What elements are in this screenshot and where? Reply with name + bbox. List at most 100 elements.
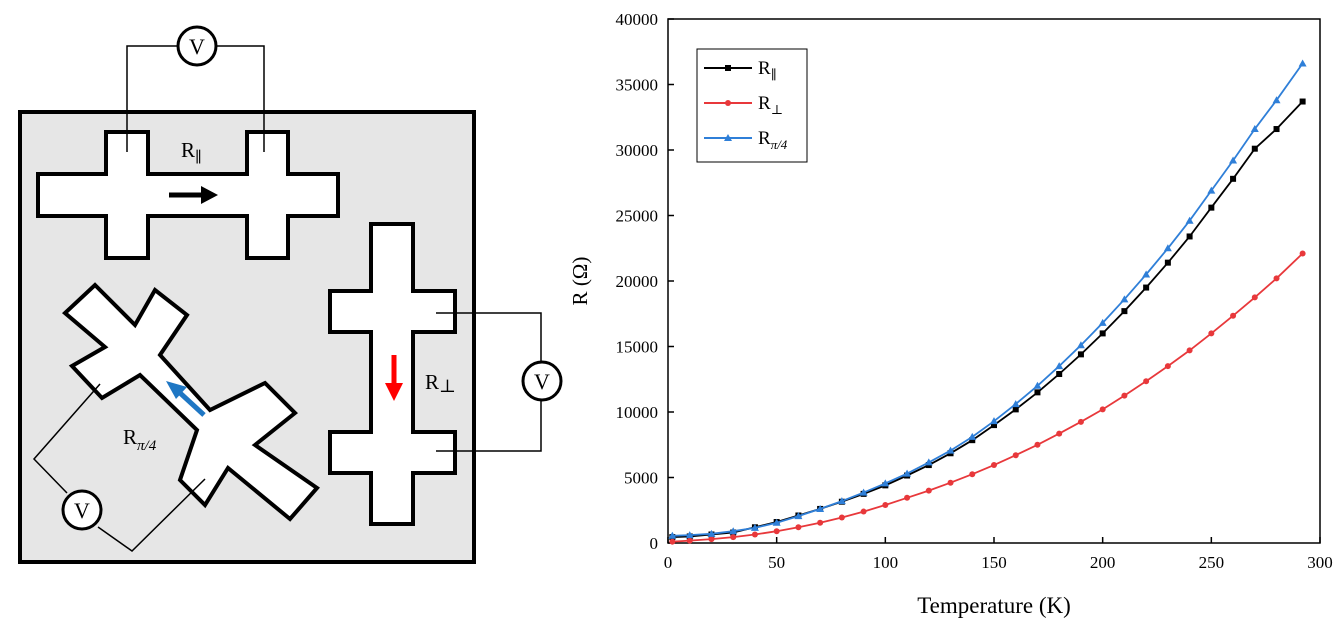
y-tick-label: 25000: [616, 207, 659, 226]
data-point: [816, 504, 825, 512]
label-r-diagonal: Rπ/4: [123, 425, 157, 454]
legend-label: Rπ/4: [758, 128, 788, 152]
series-triangle: [668, 59, 1307, 539]
x-tick-label: 200: [1090, 553, 1116, 572]
y-tick-label: 40000: [616, 10, 659, 29]
device-schematic: V V V R∥ R⊥ Rπ/4: [18, 25, 563, 564]
data-point: [1186, 233, 1193, 240]
voltmeter-diagonal: V: [61, 489, 103, 531]
data-point: [685, 531, 694, 539]
data-point: [991, 462, 997, 469]
series-square: [669, 98, 1306, 541]
data-point: [903, 469, 912, 477]
data-point: [1273, 126, 1280, 133]
data-point: [1143, 284, 1150, 291]
data-point: [1121, 392, 1128, 399]
data-point: [1230, 175, 1237, 182]
x-axis-label: Temperature (K): [917, 593, 1071, 618]
data-point: [1055, 362, 1064, 370]
data-point: [668, 531, 677, 539]
y-tick-label: 0: [650, 534, 659, 553]
data-point: [1099, 330, 1106, 337]
data-point: [947, 479, 954, 486]
data-point: [750, 523, 759, 531]
data-point: [1142, 270, 1151, 278]
data-point: [1034, 441, 1041, 448]
data-point: [1230, 312, 1237, 319]
x-tick-label: 50: [768, 553, 785, 572]
wire-parallel: [126, 45, 178, 152]
y-tick-label: 15000: [616, 338, 659, 357]
data-point: [925, 487, 932, 494]
label-r-parallel: R∥: [181, 138, 202, 166]
legend-box: [696, 48, 808, 163]
legend-marker: [724, 134, 732, 141]
data-point: [838, 514, 845, 521]
data-point: [1273, 275, 1280, 282]
data-point: [1056, 430, 1063, 437]
data-point: [707, 529, 716, 537]
data-point: [990, 417, 998, 425]
data-point: [729, 527, 738, 535]
data-point: [1208, 330, 1215, 337]
data-point: [837, 497, 846, 505]
data-point: [1011, 400, 1020, 408]
data-point: [669, 538, 676, 545]
data-point: [1164, 259, 1171, 266]
data-point: [881, 479, 890, 487]
data-point: [969, 471, 976, 478]
wire-parallel-right: [216, 45, 265, 152]
voltmeter-parallel: V: [176, 25, 218, 67]
data-point: [859, 488, 868, 496]
data-point: [1299, 250, 1306, 257]
series-group: [668, 59, 1307, 545]
legend: R∥ R⊥ Rπ/4: [696, 48, 808, 163]
legend-label: R∥: [758, 58, 777, 82]
voltmeter-label: V: [74, 498, 90, 523]
legend-marker: [725, 65, 731, 71]
data-point: [1250, 125, 1259, 133]
x-tick-label: 0: [664, 553, 673, 572]
wire-perpendicular: [436, 312, 542, 361]
data-point: [1012, 452, 1019, 459]
data-point: [904, 494, 911, 501]
data-point: [946, 446, 955, 454]
wire-perpendicular-bottom: [436, 400, 542, 452]
data-point: [1034, 389, 1041, 396]
data-point: [1207, 186, 1216, 194]
data-point: [1164, 363, 1171, 370]
data-point: [1299, 98, 1306, 105]
y-tick-label: 20000: [616, 272, 659, 291]
x-tick-label: 100: [873, 553, 899, 572]
data-point: [1186, 347, 1193, 354]
wire-diagonal-bottom: [97, 478, 206, 552]
data-point: [1121, 308, 1128, 315]
data-point: [860, 508, 867, 515]
voltmeter-label: V: [189, 34, 205, 59]
data-point: [1099, 406, 1106, 413]
data-point: [924, 458, 933, 466]
y-tick-label: 35000: [616, 76, 659, 95]
voltmeter-label: V: [534, 369, 550, 394]
series-line: [672, 252, 1304, 543]
data-point: [773, 528, 780, 535]
data-point: [795, 524, 802, 531]
legend-label: R⊥: [758, 93, 783, 117]
voltmeter-perpendicular: V: [521, 360, 563, 402]
data-point: [730, 534, 737, 541]
series-line: [672, 62, 1304, 537]
data-point: [1251, 145, 1258, 152]
data-point: [1272, 96, 1281, 104]
y-tick-label: 5000: [624, 469, 658, 488]
data-point: [1298, 59, 1307, 67]
axis-ticks: 0 50 100 150 200 250 300 0 5000 10000 15000 20000 25…: [616, 10, 1333, 572]
data-point: [1077, 418, 1084, 425]
data-point: [991, 422, 997, 429]
data-point: [772, 518, 781, 526]
data-point: [1077, 351, 1084, 358]
data-point: [1076, 341, 1085, 349]
y-tick-label: 30000: [616, 141, 659, 160]
y-axis-label: R (Ω): [568, 257, 592, 306]
data-point: [968, 432, 977, 440]
